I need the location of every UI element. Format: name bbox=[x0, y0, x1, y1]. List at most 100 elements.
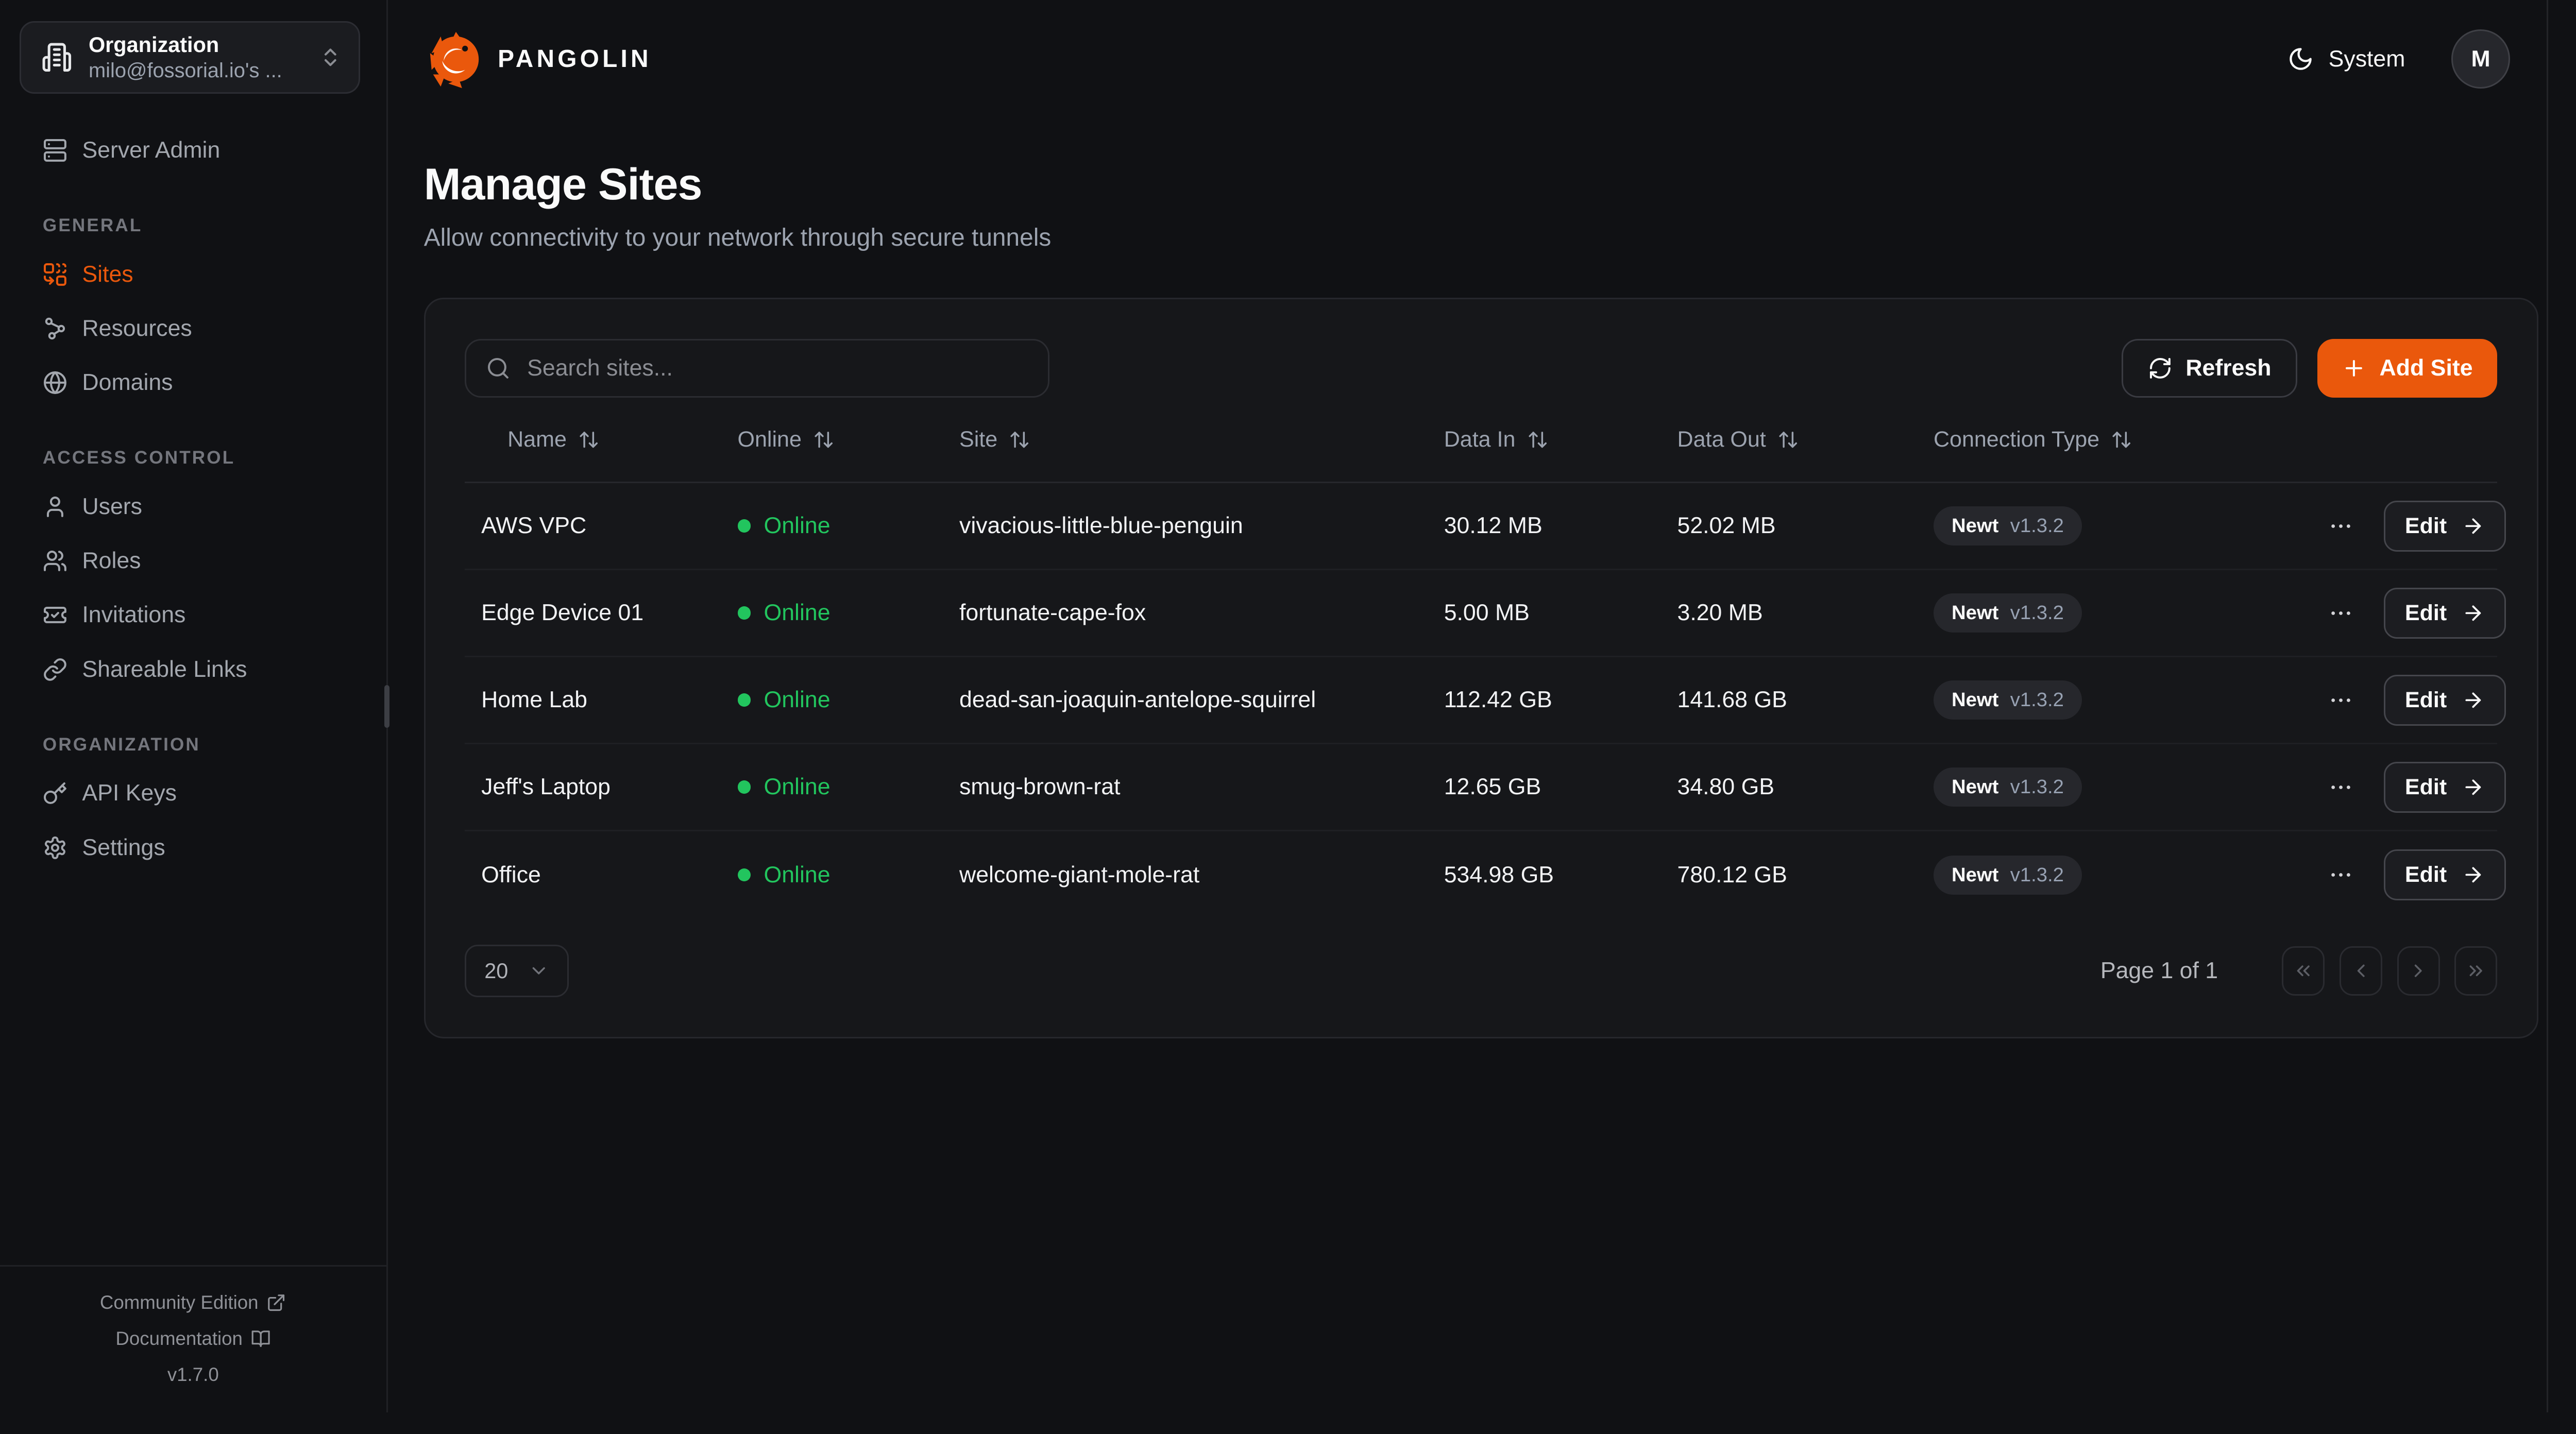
avatar[interactable]: M bbox=[2451, 29, 2511, 89]
sidebar-item-roles[interactable]: Roles bbox=[20, 537, 363, 585]
search-input[interactable] bbox=[523, 353, 1029, 383]
chevrons-right-icon bbox=[2465, 960, 2486, 981]
pagination: 20 Page 1 of 1 bbox=[465, 945, 2498, 998]
table-header-row: Name Online Site Data In bbox=[465, 398, 2498, 484]
first-page-button[interactable] bbox=[2282, 946, 2325, 996]
page-size-select[interactable]: 20 bbox=[465, 945, 569, 998]
row-menu-button[interactable] bbox=[2325, 509, 2358, 542]
refresh-button[interactable]: Refresh bbox=[2122, 338, 2298, 398]
sidebar-resize-handle[interactable] bbox=[384, 685, 389, 728]
client-version: v1.3.2 bbox=[2010, 863, 2064, 886]
org-value: milo@fossorial.io's ... bbox=[88, 59, 282, 82]
connection-type-cell: Newt v1.3.2 bbox=[1933, 593, 2325, 633]
sidebar-item-users[interactable]: Users bbox=[20, 483, 363, 531]
data-out-cell: 34.80 GB bbox=[1677, 774, 1775, 800]
column-header-connection-type[interactable]: Connection Type bbox=[1934, 427, 2325, 452]
client-name: Newt bbox=[1952, 515, 1999, 537]
online-dot-icon bbox=[737, 780, 751, 794]
sidebar-item-shareable-links[interactable]: Shareable Links bbox=[20, 645, 363, 693]
data-out-cell: 141.68 GB bbox=[1677, 687, 1787, 713]
theme-toggle[interactable]: System bbox=[2278, 44, 2415, 74]
sidebar-item-server-admin[interactable]: Server Admin bbox=[20, 127, 363, 174]
arrow-right-icon bbox=[2462, 602, 2485, 625]
scrollbar[interactable] bbox=[2546, 0, 2548, 1413]
online-dot-icon bbox=[737, 868, 751, 882]
previous-page-button[interactable] bbox=[2340, 946, 2382, 996]
topbar: PANGOLIN System M bbox=[388, 0, 2576, 89]
last-page-button[interactable] bbox=[2454, 946, 2498, 996]
row-menu-button[interactable] bbox=[2325, 596, 2358, 629]
data-in-cell: 5.00 MB bbox=[1444, 600, 1530, 626]
column-header-online[interactable]: Online bbox=[738, 427, 959, 452]
edit-button[interactable]: Edit bbox=[2383, 849, 2506, 901]
site-tunnel-cell: welcome-giant-mole-rat bbox=[959, 862, 1200, 887]
refresh-label: Refresh bbox=[2185, 355, 2272, 381]
next-page-button[interactable] bbox=[2397, 946, 2440, 996]
key-icon bbox=[43, 781, 67, 806]
brand[interactable]: PANGOLIN bbox=[424, 29, 652, 90]
row-actions-cell: Edit bbox=[2325, 500, 2522, 552]
data-out-cell: 3.20 MB bbox=[1677, 600, 1763, 626]
section-label-organization: ORGANIZATION bbox=[42, 734, 200, 755]
client-version: v1.3.2 bbox=[2010, 689, 2064, 711]
sidebar-item-label: Roles bbox=[82, 548, 141, 574]
table-row: Home Lab Online dead-san-joaquin-antelop… bbox=[465, 657, 2506, 745]
row-menu-button[interactable] bbox=[2325, 771, 2358, 804]
ellipsis-icon bbox=[2328, 862, 2354, 888]
arrow-right-icon bbox=[2462, 776, 2485, 799]
table-body: AWS VPC Online vivacious-little-blue-pen… bbox=[465, 483, 2506, 918]
sidebar-item-api-keys[interactable]: API Keys bbox=[20, 770, 363, 817]
column-header-name[interactable]: Name bbox=[465, 427, 737, 452]
arrow-right-icon bbox=[2462, 689, 2485, 712]
sites-table: Name Online Site Data In bbox=[465, 398, 2506, 918]
row-actions-cell: Edit bbox=[2325, 587, 2522, 639]
sidebar-item-resources[interactable]: Resources bbox=[20, 305, 363, 352]
connection-badge: Newt v1.3.2 bbox=[1933, 680, 2082, 720]
edit-button[interactable]: Edit bbox=[2383, 500, 2506, 552]
row-menu-button[interactable] bbox=[2325, 684, 2358, 716]
row-menu-button[interactable] bbox=[2325, 859, 2358, 892]
edit-button[interactable]: Edit bbox=[2383, 674, 2506, 726]
globe-icon bbox=[43, 370, 67, 395]
documentation-link[interactable]: Documentation bbox=[13, 1321, 374, 1357]
app-version: v1.7.0 bbox=[167, 1364, 219, 1386]
sidebar-item-domains[interactable]: Domains bbox=[20, 359, 363, 406]
row-actions-cell: Edit bbox=[2325, 674, 2522, 726]
ellipsis-icon bbox=[2328, 774, 2354, 800]
sort-icon bbox=[1527, 429, 1548, 450]
status-label: Online bbox=[764, 513, 831, 539]
sidebar-item-invitations[interactable]: Invitations bbox=[20, 591, 363, 639]
edit-label: Edit bbox=[2404, 513, 2447, 538]
data-out-cell: 52.02 MB bbox=[1677, 513, 1776, 539]
site-tunnel-cell: fortunate-cape-fox bbox=[959, 600, 1146, 626]
book-open-icon bbox=[251, 1329, 270, 1348]
community-edition-link[interactable]: Community Edition bbox=[13, 1285, 374, 1321]
client-version: v1.3.2 bbox=[2010, 776, 2064, 798]
external-link-icon bbox=[266, 1293, 286, 1312]
sidebar-item-settings[interactable]: Settings bbox=[20, 824, 363, 871]
edit-button[interactable]: Edit bbox=[2383, 587, 2506, 639]
page-content: Manage Sites Allow connectivity to your … bbox=[388, 89, 2576, 1038]
column-header-data-in[interactable]: Data In bbox=[1444, 427, 1677, 452]
edit-label: Edit bbox=[2404, 687, 2447, 712]
column-header-site[interactable]: Site bbox=[959, 427, 1444, 452]
edit-button[interactable]: Edit bbox=[2383, 761, 2506, 813]
theme-label: System bbox=[2328, 46, 2405, 72]
add-site-button[interactable]: Add Site bbox=[2317, 338, 2498, 398]
data-out-cell: 780.12 GB bbox=[1677, 862, 1787, 887]
table-row: Edge Device 01 Online fortunate-cape-fox… bbox=[465, 570, 2506, 658]
building-icon bbox=[41, 42, 73, 73]
resources-icon bbox=[43, 316, 67, 341]
search-box[interactable] bbox=[465, 338, 1050, 398]
arrow-right-icon bbox=[2462, 863, 2485, 886]
column-header-data-out[interactable]: Data Out bbox=[1677, 427, 1934, 452]
sidebar-item-sites[interactable]: Sites bbox=[20, 250, 363, 298]
connection-badge: Newt v1.3.2 bbox=[1933, 593, 2082, 633]
sort-icon bbox=[1009, 429, 1030, 450]
status-label: Online bbox=[764, 687, 831, 713]
org-selector[interactable]: Organization milo@fossorial.io's ... bbox=[20, 21, 360, 94]
site-name-cell: Office bbox=[481, 862, 541, 887]
sidebar-item-label: Shareable Links bbox=[82, 656, 247, 682]
page-subtitle: Allow connectivity to your network throu… bbox=[423, 224, 1052, 251]
data-in-cell: 30.12 MB bbox=[1444, 513, 1543, 539]
